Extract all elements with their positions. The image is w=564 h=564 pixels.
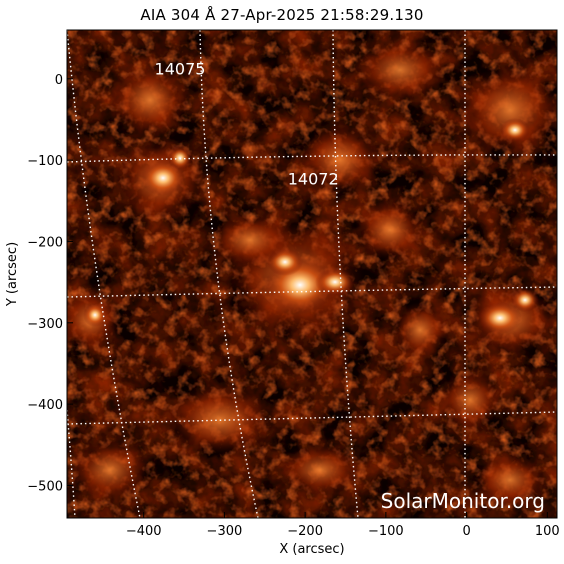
x-tick-label: 0 xyxy=(462,524,470,539)
y-tick-label: −500 xyxy=(27,479,63,494)
grid-latitude-line xyxy=(67,286,557,298)
y-tick-label: −400 xyxy=(27,398,63,413)
heliographic-grid xyxy=(67,30,557,518)
y-tick-label: 0 xyxy=(55,73,63,88)
active-region-label: 14075 xyxy=(155,60,206,79)
x-tick-label: −300 xyxy=(207,524,243,539)
plot-frame xyxy=(66,29,558,519)
watermark: SolarMonitor.org xyxy=(381,489,545,513)
y-tick-label: −200 xyxy=(27,235,63,250)
active-region-label: 14072 xyxy=(288,170,339,189)
x-tick-label: −200 xyxy=(287,524,323,539)
x-tick-label: 100 xyxy=(535,524,560,539)
grid-longitude-line xyxy=(67,30,141,518)
grid-latitude-line xyxy=(67,411,557,425)
y-axis-label: Y (arcsec) xyxy=(5,242,20,307)
image-title: AIA 304 Å 27-Apr-2025 21:58:29.130 xyxy=(140,6,424,24)
x-axis-label: X (arcsec) xyxy=(279,542,344,557)
y-axis: 0 −100 −200 −300 −400 −500 xyxy=(27,73,73,494)
grid-latitude-line xyxy=(67,154,557,163)
solar-image-area: 14075 14072 SolarMonitor.org xyxy=(67,30,557,518)
x-tick-label: −100 xyxy=(368,524,404,539)
bright-emission-patches xyxy=(67,40,557,505)
y-tick-label: −100 xyxy=(27,154,63,169)
y-tick-label: −300 xyxy=(27,317,63,332)
x-tick-label: −400 xyxy=(126,524,162,539)
x-axis: −400 −300 −200 −100 0 100 xyxy=(126,512,560,539)
